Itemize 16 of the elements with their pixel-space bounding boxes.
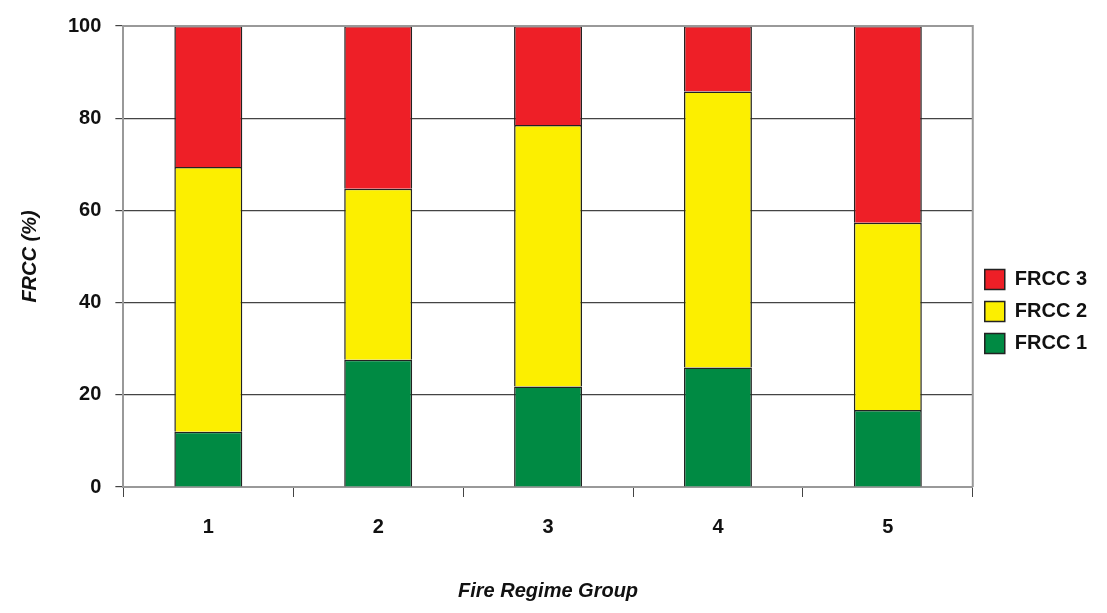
y-tick-label: 80 — [79, 105, 102, 128]
y-tick-label: 40 — [79, 290, 102, 313]
y-tick-label: 0 — [90, 474, 102, 497]
x-tick-label: 4 — [712, 514, 725, 537]
x-tick-label: 1 — [202, 514, 214, 537]
legend-label: FRCC 3 — [1014, 267, 1088, 290]
legend-label: FRCC 2 — [1014, 299, 1088, 322]
y-axis-title: FRCC (%) — [17, 210, 40, 303]
x-tick-label: 3 — [542, 514, 554, 537]
x-tick-label: 2 — [372, 514, 384, 537]
legend-label: FRCC 1 — [1014, 331, 1088, 354]
y-tick-label: 60 — [79, 197, 102, 220]
x-axis-title: Fire Regime Group — [458, 578, 639, 601]
y-tick-label: 20 — [79, 382, 102, 405]
y-tick-label: 100 — [67, 13, 102, 36]
x-tick-label: 5 — [882, 514, 894, 537]
